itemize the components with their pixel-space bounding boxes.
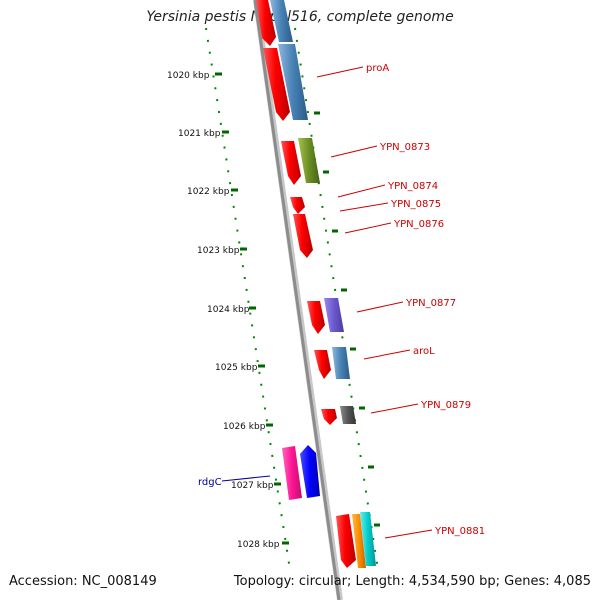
kbp-label: 1025 kbp: [215, 363, 258, 373]
gene-arrow: [270, 0, 293, 42]
gene-label[interactable]: YPN_0875: [390, 199, 441, 210]
gene-arrow: [298, 138, 320, 183]
gene-leader-lines: [316, 66, 433, 539]
gene-label[interactable]: YPN_0876: [393, 219, 444, 230]
gene-arrow: [256, 0, 276, 46]
accession-text: Accession: NC_008149: [9, 574, 157, 589]
gene-arrow: [352, 514, 366, 568]
gene-label[interactable]: YPN_0877: [405, 298, 456, 309]
gene-arrow: [290, 197, 305, 214]
kbp-ticks: [215, 72, 289, 545]
kbp-ticks-right: [314, 111, 380, 527]
gene-label[interactable]: YPN_0874: [387, 181, 438, 192]
kbp-label: 1024 kbp: [207, 305, 250, 315]
gene-arrow: [360, 512, 376, 566]
kbp-label: 1020 kbp: [167, 71, 210, 81]
kbp-label: 1023 kbp: [197, 246, 240, 256]
gene-arrow: [314, 350, 331, 379]
gene-arrow: [307, 301, 325, 334]
gene-arrow: [340, 406, 356, 424]
gene-label[interactable]: aroL: [413, 346, 435, 357]
genome-info-text: Topology: circular; Length: 4,534,590 bp…: [233, 574, 591, 589]
gene-leader-line-rdgC: [221, 475, 271, 482]
gene-arrow: [278, 44, 308, 120]
kbp-label: 1021 kbp: [178, 129, 221, 139]
gene-arrow: [281, 141, 301, 185]
kbp-label: 1027 kbp: [231, 481, 274, 491]
gene-label[interactable]: YPN_0873: [379, 142, 430, 153]
gene-arrow: [263, 48, 290, 121]
gene-arrow: [282, 446, 302, 500]
gene-arrow: [300, 445, 320, 498]
gene-arrow: [336, 514, 356, 568]
gene-label[interactable]: YPN_0879: [420, 400, 471, 411]
genome-backbone-core: [253, 0, 341, 600]
kbp-label: 1028 kbp: [237, 540, 280, 550]
right-dotted-boundary: [294, 27, 379, 571]
gene-arrow: [321, 409, 337, 425]
gene-arrow: [293, 214, 313, 258]
gene-label[interactable]: proA: [366, 63, 389, 74]
gene-arrow: [332, 347, 350, 379]
kbp-label: 1022 kbp: [187, 187, 230, 197]
gene-arrow: [324, 298, 344, 332]
gene-features[interactable]: [256, 0, 376, 568]
left-dotted-boundary: [205, 27, 291, 571]
gene-label[interactable]: rdgC: [198, 477, 222, 488]
map-title: Yersinia pestis Nepal516, complete genom…: [146, 9, 454, 25]
gene-label[interactable]: YPN_0881: [434, 526, 485, 537]
kbp-label: 1026 kbp: [223, 422, 266, 432]
